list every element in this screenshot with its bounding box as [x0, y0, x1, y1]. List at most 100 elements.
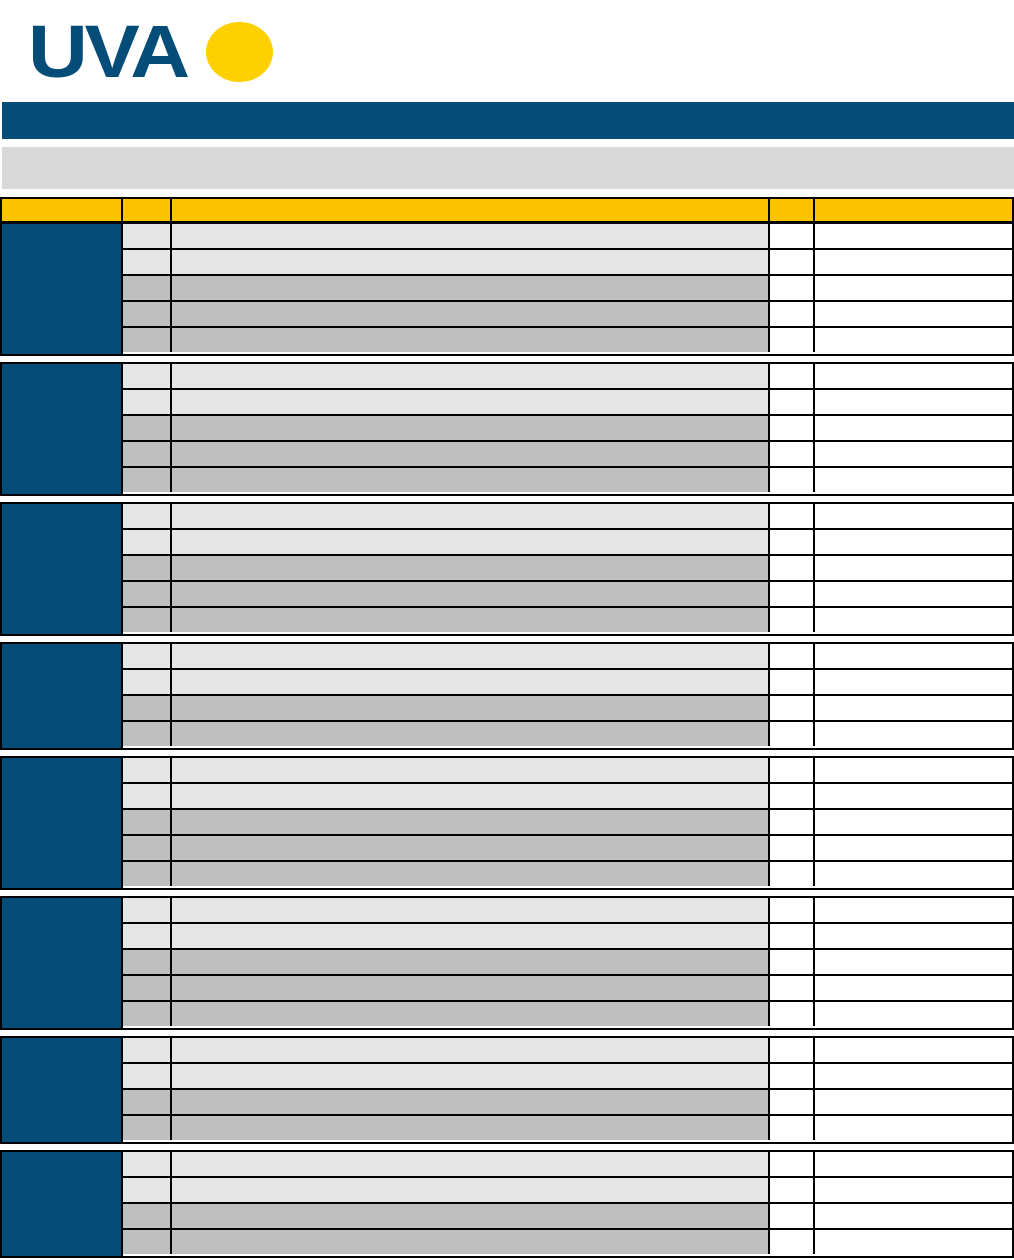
- table-cell[interactable]: [123, 644, 172, 668]
- table-cell[interactable]: [815, 442, 1012, 466]
- table-cell[interactable]: [815, 976, 1012, 1000]
- table-cell[interactable]: [172, 950, 770, 974]
- table-cell[interactable]: [172, 328, 770, 352]
- table-cell[interactable]: [815, 1204, 1012, 1228]
- table-cell[interactable]: [172, 1178, 770, 1202]
- table-cell[interactable]: [123, 950, 172, 974]
- table-cell[interactable]: [770, 608, 815, 632]
- table-cell[interactable]: [172, 1090, 770, 1114]
- table-cell[interactable]: [172, 556, 770, 580]
- table-cell[interactable]: [770, 1090, 815, 1114]
- table-cell[interactable]: [815, 328, 1012, 352]
- table-cell[interactable]: [770, 722, 815, 746]
- table-cell[interactable]: [770, 1038, 815, 1062]
- table-cell[interactable]: [815, 1090, 1012, 1114]
- table-cell[interactable]: [815, 1002, 1012, 1026]
- table-cell[interactable]: [770, 224, 815, 248]
- table-cell[interactable]: [172, 468, 770, 492]
- table-cell[interactable]: [770, 1178, 815, 1202]
- table-cell[interactable]: [770, 696, 815, 720]
- table-cell[interactable]: [172, 1116, 770, 1140]
- table-cell[interactable]: [770, 1116, 815, 1140]
- table-cell[interactable]: [815, 924, 1012, 948]
- table-cell[interactable]: [815, 836, 1012, 860]
- table-cell[interactable]: [123, 1116, 172, 1140]
- table-cell[interactable]: [770, 276, 815, 300]
- table-cell[interactable]: [172, 784, 770, 808]
- table-cell[interactable]: [123, 364, 172, 388]
- table-cell[interactable]: [815, 468, 1012, 492]
- table-cell[interactable]: [172, 898, 770, 922]
- table-cell[interactable]: [123, 924, 172, 948]
- table-cell[interactable]: [770, 950, 815, 974]
- table-cell[interactable]: [770, 556, 815, 580]
- table-cell[interactable]: [172, 364, 770, 388]
- table-cell[interactable]: [123, 504, 172, 528]
- table-cell[interactable]: [815, 1038, 1012, 1062]
- table-cell[interactable]: [770, 504, 815, 528]
- table-cell[interactable]: [815, 364, 1012, 388]
- table-cell[interactable]: [123, 1090, 172, 1114]
- table-cell[interactable]: [123, 1230, 172, 1254]
- table-cell[interactable]: [172, 390, 770, 414]
- table-cell[interactable]: [770, 250, 815, 274]
- table-cell[interactable]: [770, 1230, 815, 1254]
- table-cell[interactable]: [770, 1152, 815, 1176]
- table-cell[interactable]: [172, 276, 770, 300]
- table-cell[interactable]: [815, 644, 1012, 668]
- table-cell[interactable]: [123, 390, 172, 414]
- table-cell[interactable]: [123, 530, 172, 554]
- table-cell[interactable]: [123, 722, 172, 746]
- table-cell[interactable]: [172, 1230, 770, 1254]
- table-cell[interactable]: [815, 1064, 1012, 1088]
- table-cell[interactable]: [815, 530, 1012, 554]
- table-cell[interactable]: [123, 582, 172, 606]
- table-cell[interactable]: [123, 302, 172, 326]
- table-cell[interactable]: [172, 696, 770, 720]
- table-cell[interactable]: [172, 670, 770, 694]
- table-cell[interactable]: [123, 442, 172, 466]
- table-cell[interactable]: [123, 468, 172, 492]
- table-cell[interactable]: [815, 1230, 1012, 1254]
- table-cell[interactable]: [172, 302, 770, 326]
- table-cell[interactable]: [770, 810, 815, 834]
- table-cell[interactable]: [815, 224, 1012, 248]
- table-cell[interactable]: [815, 504, 1012, 528]
- table-cell[interactable]: [172, 530, 770, 554]
- table-cell[interactable]: [172, 722, 770, 746]
- table-cell[interactable]: [123, 898, 172, 922]
- table-cell[interactable]: [815, 810, 1012, 834]
- table-cell[interactable]: [172, 504, 770, 528]
- table-cell[interactable]: [172, 1038, 770, 1062]
- table-cell[interactable]: [815, 1152, 1012, 1176]
- table-cell[interactable]: [123, 784, 172, 808]
- table-cell[interactable]: [815, 608, 1012, 632]
- table-cell[interactable]: [770, 582, 815, 606]
- table-cell[interactable]: [172, 644, 770, 668]
- table-cell[interactable]: [123, 328, 172, 352]
- table-cell[interactable]: [172, 924, 770, 948]
- table-cell[interactable]: [123, 1064, 172, 1088]
- table-cell[interactable]: [770, 1002, 815, 1026]
- table-cell[interactable]: [172, 862, 770, 886]
- table-cell[interactable]: [770, 758, 815, 782]
- table-cell[interactable]: [123, 1002, 172, 1026]
- table-cell[interactable]: [123, 1204, 172, 1228]
- table-cell[interactable]: [172, 976, 770, 1000]
- table-cell[interactable]: [815, 784, 1012, 808]
- table-cell[interactable]: [815, 302, 1012, 326]
- table-cell[interactable]: [172, 250, 770, 274]
- table-cell[interactable]: [815, 416, 1012, 440]
- table-cell[interactable]: [815, 696, 1012, 720]
- table-cell[interactable]: [770, 416, 815, 440]
- table-cell[interactable]: [172, 416, 770, 440]
- table-cell[interactable]: [815, 276, 1012, 300]
- table-cell[interactable]: [770, 784, 815, 808]
- table-cell[interactable]: [123, 1152, 172, 1176]
- table-cell[interactable]: [770, 862, 815, 886]
- table-cell[interactable]: [123, 608, 172, 632]
- table-cell[interactable]: [815, 898, 1012, 922]
- table-cell[interactable]: [770, 670, 815, 694]
- table-cell[interactable]: [172, 1152, 770, 1176]
- table-cell[interactable]: [815, 390, 1012, 414]
